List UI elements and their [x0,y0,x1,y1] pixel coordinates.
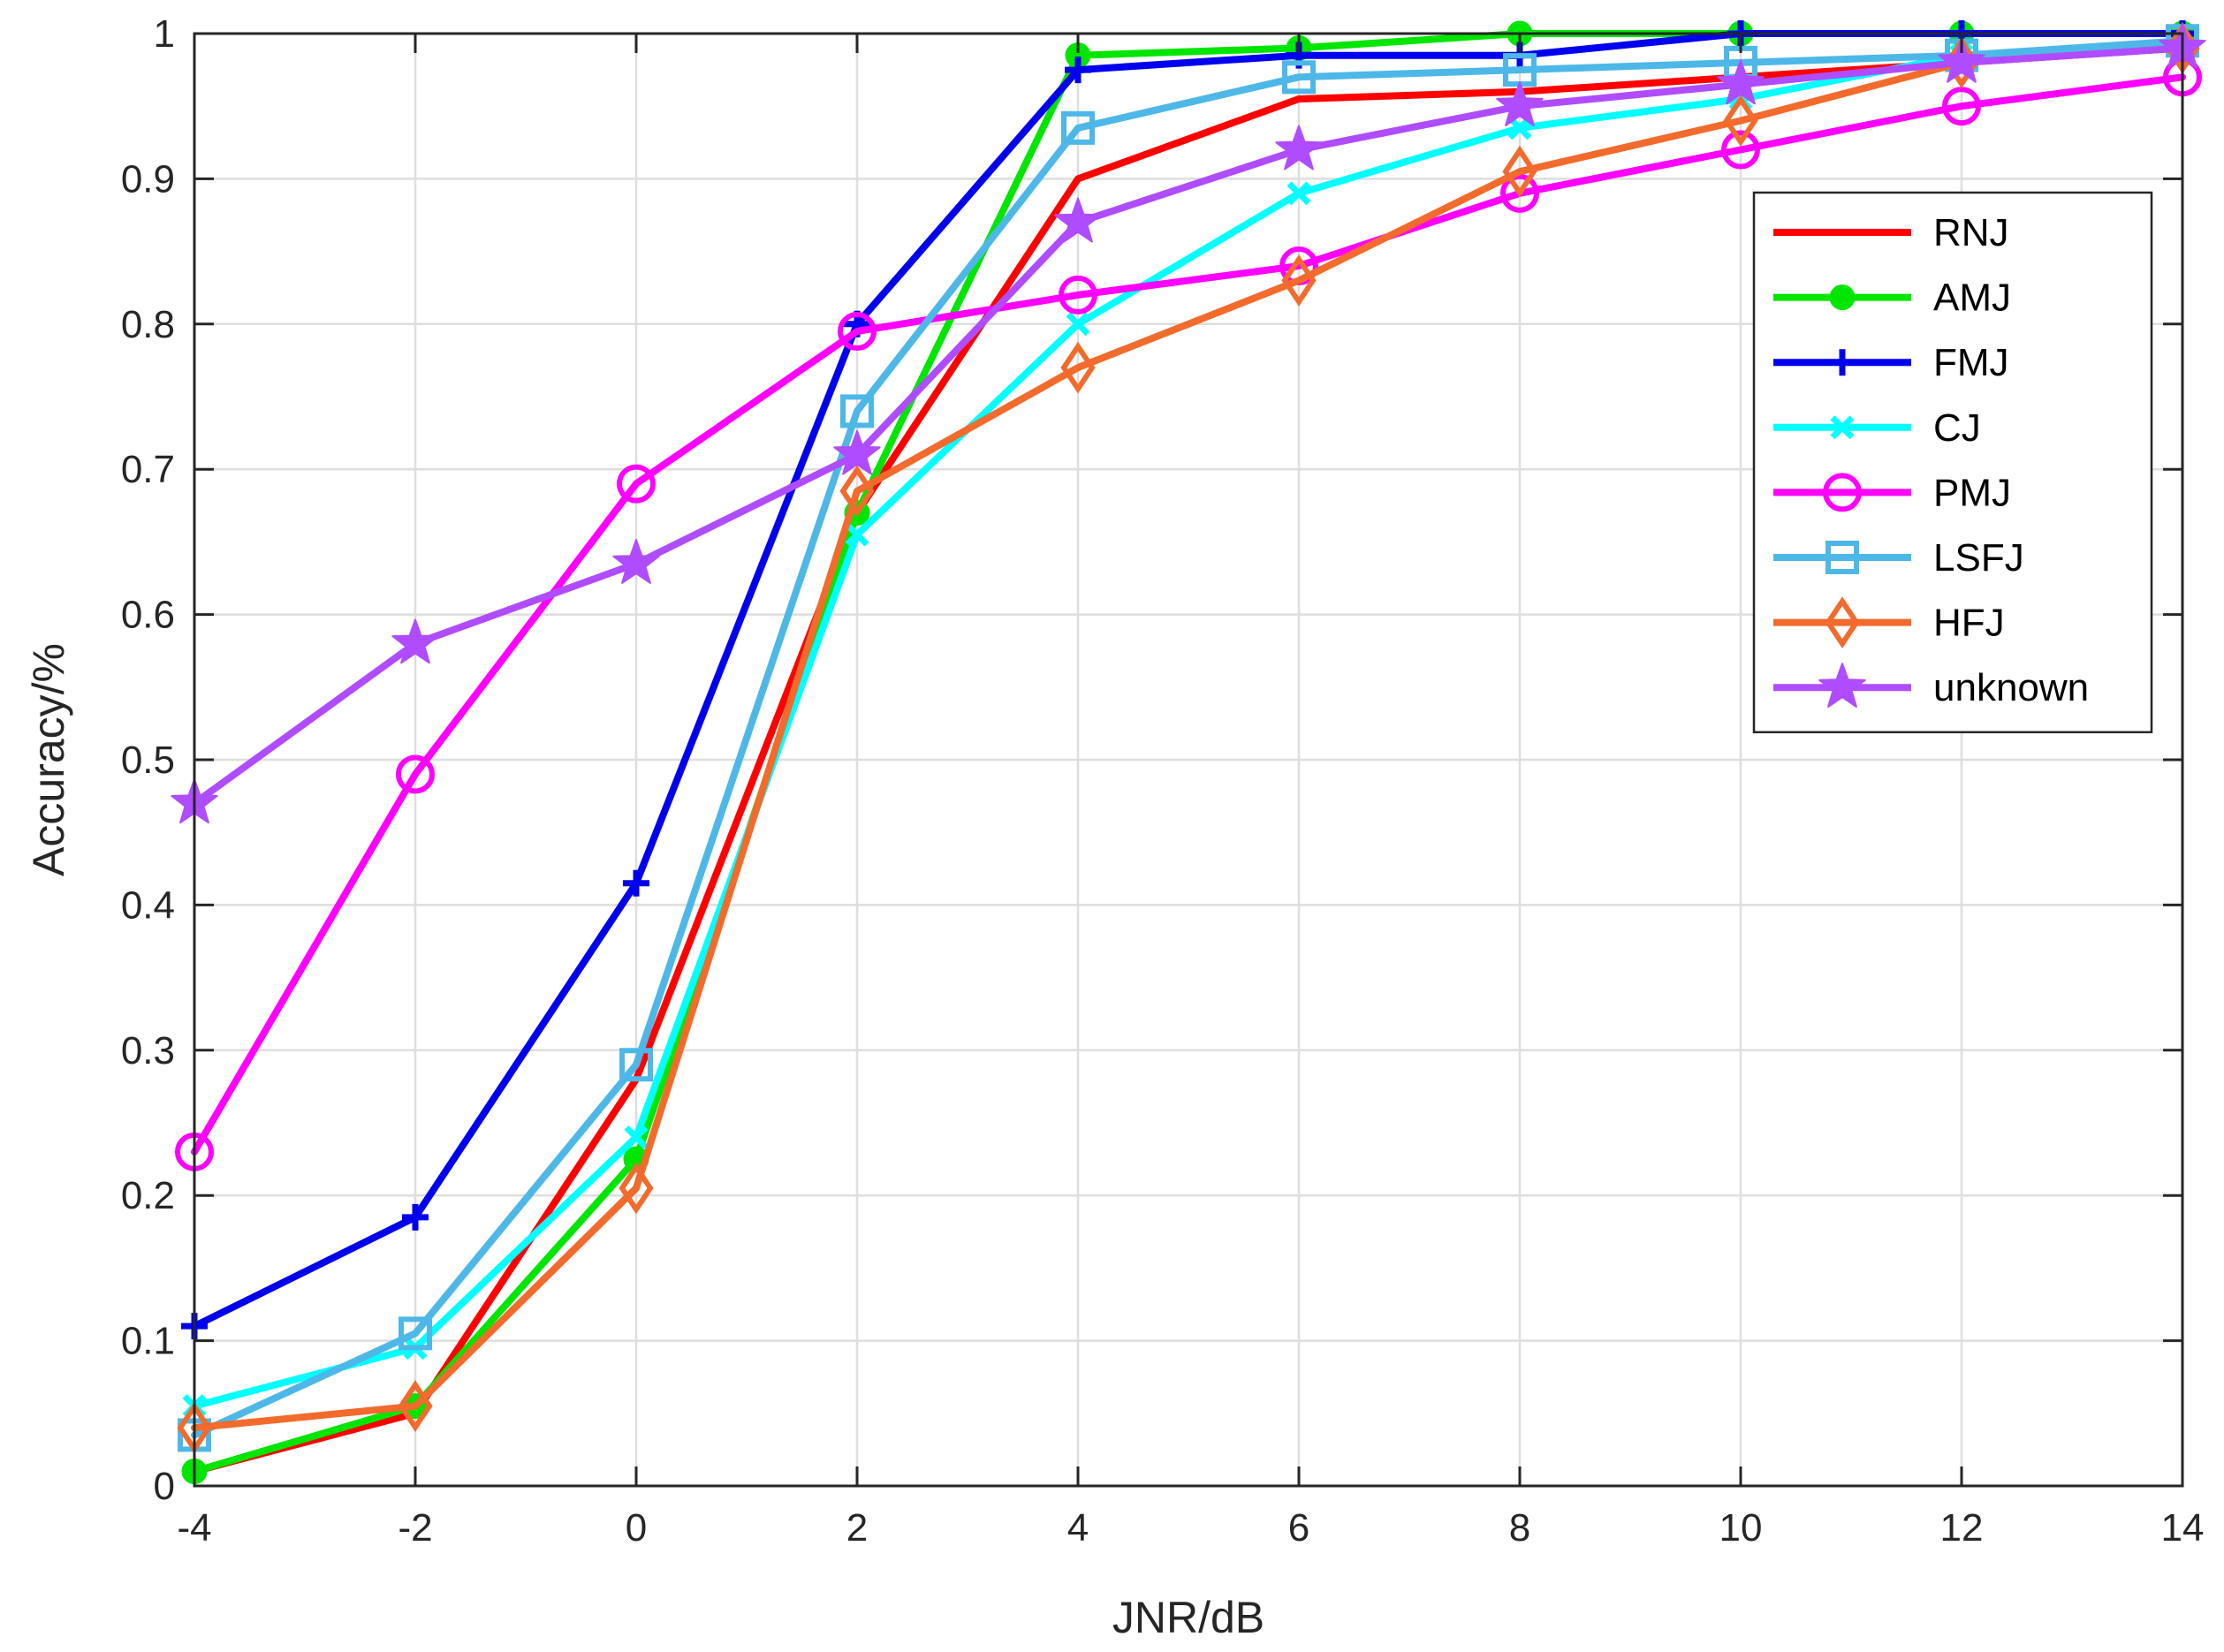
legend-marker [1825,596,1860,649]
data-point-lsfj [840,394,874,428]
axis-ticks: -4 -2 0 2 4 6 8 10 12 14 0 0.1 0.2 0.3 0.4 0.5 0.6 0.7 0.8… [121,12,2205,1550]
legend-marker [1826,541,1859,574]
data-point-hfj [1060,341,1096,394]
y-tick-label: 0.5 [121,739,175,782]
data-point-unknown [391,618,439,664]
x-tick-label: 10 [1719,1506,1763,1550]
y-axis-label: Accuracy/% [24,643,73,876]
x-axis-label: JNR/dB [1112,1593,1264,1642]
series-line-lsfj [191,37,2186,1439]
series-line-pmj [191,73,2186,1156]
data-point-unknown [1275,125,1323,171]
data-point-hfj [1502,145,1537,198]
legend-label: RNJ [1933,211,2009,254]
y-tick-label: 1 [154,12,175,56]
series-line-cj [191,44,2186,1410]
x-tick-label: 12 [1940,1506,1984,1550]
y-tick-label: 0.2 [121,1174,175,1217]
x-tick-label: -2 [398,1506,432,1550]
y-tick-label: 0.1 [121,1320,175,1363]
data-point-lsfj [1282,60,1316,95]
data-point-hfj [839,465,875,518]
legend-label: HFJ [1933,602,2005,645]
legend-marker [1830,415,1855,440]
y-tick-label: 0 [154,1465,175,1508]
y-tick-label: 0.8 [121,303,175,346]
y-tick-label: 0.3 [121,1029,175,1072]
legend-label: unknown [1933,666,2089,709]
legend-item-hfj: HFJ [1773,596,2005,649]
x-tick-label: 14 [2161,1506,2205,1550]
data-point-pmj [1942,87,1981,126]
data-point-hfj [1723,95,1758,148]
series-hfj [177,22,2200,1454]
legend-label: AMJ [1933,277,2011,320]
data-point-cj [624,1125,649,1149]
legend-marker [1829,349,1856,376]
data-point-fmj [402,1203,429,1231]
legend-item-cj: CJ [1773,406,1981,450]
legend-item-lsfj: LSFJ [1773,536,2024,580]
x-tick-label: 0 [626,1506,647,1550]
data-point-fmj [623,869,649,897]
y-tick-label: 0.4 [121,883,175,927]
y-tick-label: 0.6 [121,594,175,637]
x-tick-label: 6 [1288,1506,1309,1550]
data-point-pmj [1059,275,1097,314]
series-unknown [171,23,2206,824]
data-point-unknown [1054,197,1102,243]
x-tick-label: 2 [846,1506,868,1550]
data-point-cj [1287,181,1311,206]
data-point-unknown [1496,81,1544,126]
data-point-fmj [1065,57,1091,84]
legend-item-fmj: FMJ [1773,341,2009,384]
data-point-unknown [1717,59,1765,105]
data-point-hfj [1281,254,1317,307]
data-point-pmj [838,312,877,352]
data-point-unknown [612,539,660,584]
series-line-hfj [191,44,2186,1432]
legend-item-rnj: RNJ [1773,211,2009,254]
data-point-pmj [617,464,656,504]
y-tick-label: 0.7 [121,448,175,491]
data-point-lsfj [619,1048,653,1082]
legend: RNJ AMJ FMJ CJ PMJ LSFJ HFJ unknown [1752,191,2153,734]
legend-label: PMJ [1933,471,2011,514]
x-tick-label: -4 [177,1506,211,1550]
legend-item-amj: AMJ [1773,277,2011,320]
data-point-hfj [619,1162,654,1215]
legend-item-pmj: PMJ [1773,471,2011,514]
data-point-cj [1066,312,1090,337]
data-point-hfj [398,1380,433,1432]
legend-item-unknown: unknown [1773,663,2089,709]
legend-label: FMJ [1933,341,2009,384]
legend-label: LSFJ [1933,536,2024,580]
series-line-unknown [191,44,2186,807]
data-point-pmj [1500,173,1539,213]
legend-label: CJ [1933,406,1981,450]
y-tick-label: 0.9 [121,157,175,201]
data-point-pmj [396,754,435,794]
x-tick-label: 4 [1067,1506,1089,1550]
data-point-lsfj [398,1316,432,1351]
data-point-cj [845,522,869,547]
data-point-cj [1507,116,1532,140]
legend-marker [1829,284,1856,311]
data-point-unknown [833,429,881,475]
data-point-pmj [1721,130,1760,170]
legend-box [1752,191,2153,734]
data-point-lsfj [1061,110,1095,145]
legend-marker [1823,473,1862,512]
data-point-unknown [1938,37,1985,83]
legend-marker [1818,663,1866,708]
series-layer [171,20,2206,1485]
x-tick-label: 8 [1509,1506,1530,1550]
